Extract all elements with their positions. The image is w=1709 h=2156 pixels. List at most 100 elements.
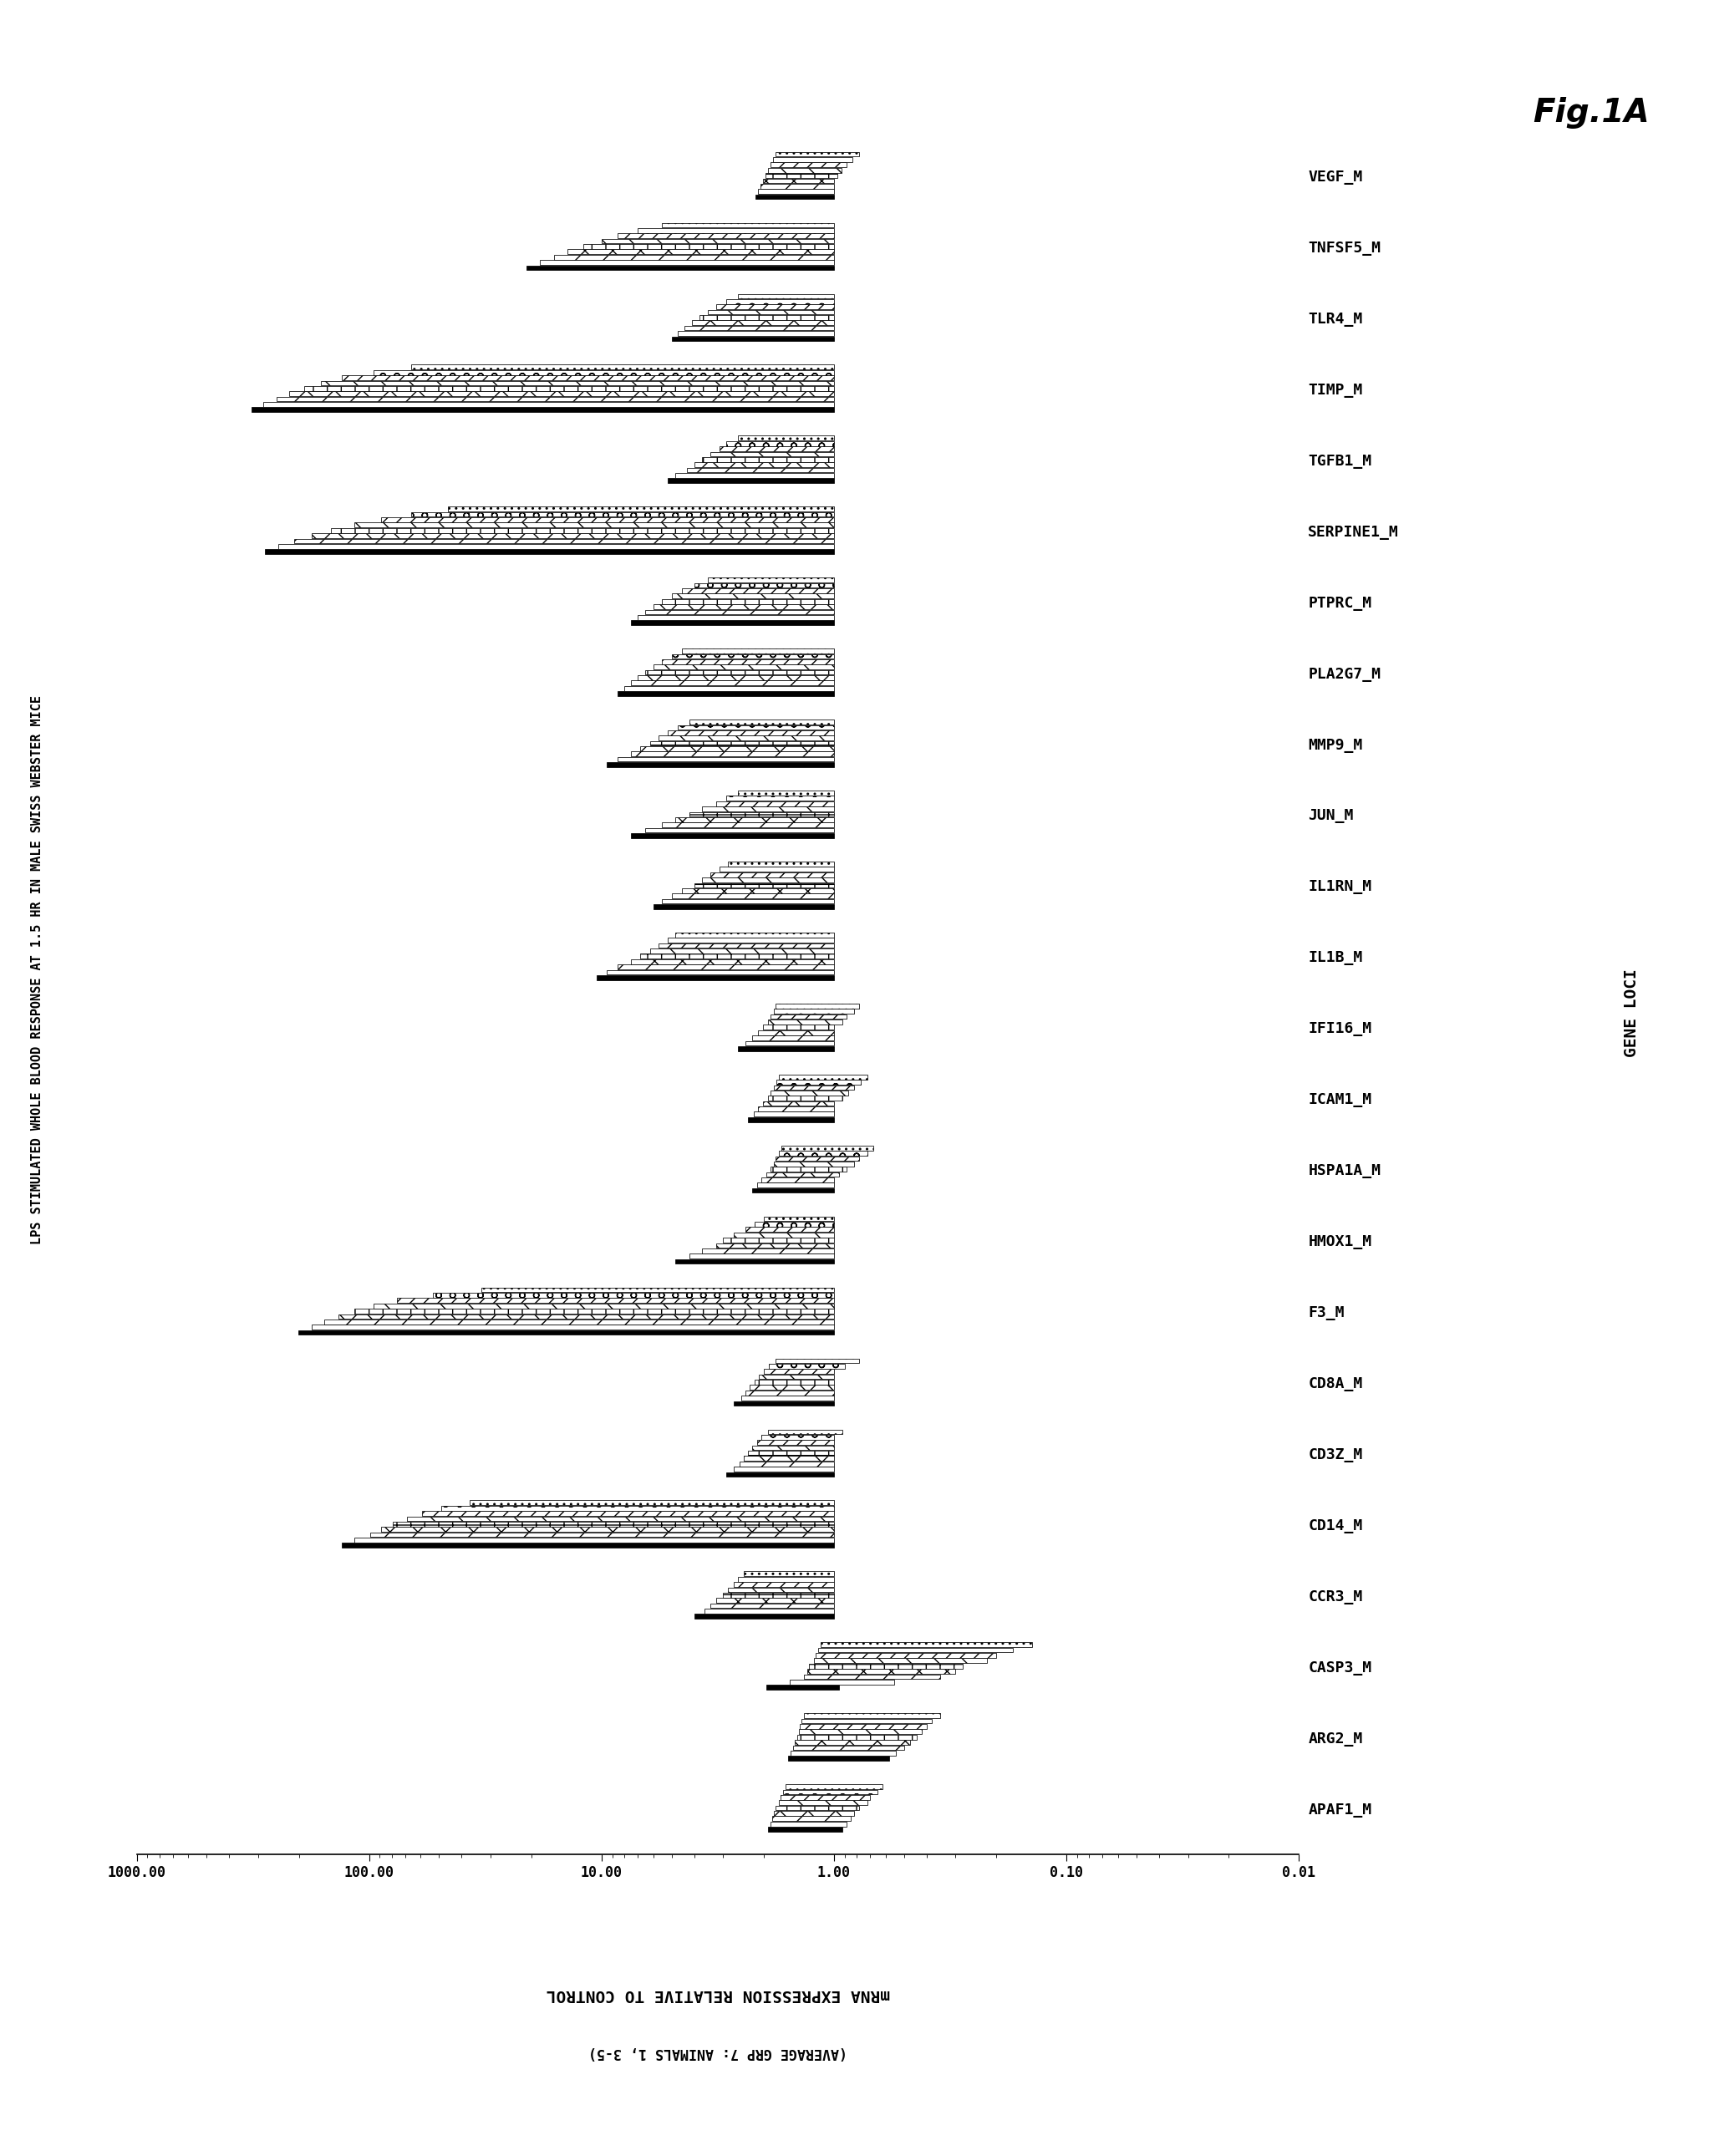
Bar — [702, 806, 834, 811]
Bar — [716, 1598, 834, 1602]
Bar — [738, 791, 834, 796]
Bar — [733, 1466, 834, 1473]
Bar — [726, 442, 834, 446]
Bar — [692, 321, 834, 326]
Bar — [554, 254, 834, 259]
Bar — [749, 1451, 834, 1455]
Bar — [752, 1035, 834, 1041]
Bar — [672, 593, 834, 599]
Bar — [793, 1746, 904, 1751]
Bar — [689, 720, 834, 724]
Bar — [772, 157, 853, 162]
Bar — [711, 873, 834, 877]
Bar — [708, 578, 834, 582]
Bar — [711, 1604, 834, 1608]
Bar — [354, 522, 834, 528]
Bar — [771, 1013, 848, 1020]
Bar — [658, 942, 834, 949]
Bar — [738, 293, 834, 298]
Bar — [767, 1173, 839, 1177]
Bar — [649, 742, 834, 746]
Bar — [762, 1434, 834, 1440]
Bar — [325, 1319, 834, 1324]
Text: Fig.1A: Fig.1A — [1533, 97, 1649, 129]
Bar — [661, 222, 834, 229]
Bar — [631, 959, 834, 964]
Bar — [637, 229, 834, 233]
Bar — [743, 1455, 834, 1462]
Bar — [412, 364, 834, 369]
Bar — [798, 1729, 921, 1733]
Bar — [795, 1740, 911, 1744]
Bar — [779, 1800, 866, 1805]
Bar — [716, 802, 834, 806]
Bar — [699, 315, 834, 319]
Bar — [762, 1024, 834, 1031]
Bar — [702, 457, 834, 461]
Bar — [750, 1384, 834, 1391]
Bar — [803, 1714, 940, 1718]
Bar — [762, 1177, 834, 1181]
Bar — [752, 1445, 834, 1451]
Bar — [733, 1401, 834, 1406]
Bar — [682, 589, 834, 593]
Bar — [304, 386, 834, 390]
Bar — [738, 436, 834, 440]
Bar — [653, 664, 834, 668]
Bar — [354, 1537, 834, 1542]
Bar — [728, 862, 834, 867]
Bar — [759, 1106, 834, 1110]
Bar — [762, 179, 834, 183]
Bar — [796, 1736, 916, 1740]
Bar — [767, 1826, 843, 1833]
Bar — [668, 731, 834, 735]
Bar — [313, 533, 834, 539]
Bar — [716, 1244, 834, 1248]
Bar — [661, 660, 834, 664]
Bar — [338, 1315, 834, 1319]
Bar — [757, 1440, 834, 1445]
Bar — [776, 151, 860, 157]
Bar — [771, 1822, 848, 1826]
Bar — [781, 1145, 873, 1151]
Bar — [526, 265, 834, 270]
Bar — [761, 183, 834, 188]
Bar — [251, 407, 834, 412]
Bar — [448, 507, 834, 511]
Bar — [432, 1294, 834, 1298]
Bar — [790, 1680, 894, 1684]
Bar — [675, 472, 834, 479]
Bar — [808, 1669, 955, 1673]
Bar — [689, 1255, 834, 1259]
Bar — [774, 1084, 854, 1091]
Bar — [771, 1091, 848, 1095]
Bar — [672, 336, 834, 341]
Bar — [754, 1112, 834, 1117]
Bar — [289, 392, 834, 397]
Bar — [263, 401, 834, 407]
Bar — [678, 332, 834, 336]
Bar — [743, 1572, 834, 1576]
Bar — [694, 1615, 834, 1619]
Bar — [641, 953, 834, 959]
Bar — [767, 1429, 843, 1434]
Bar — [771, 1166, 848, 1171]
Bar — [675, 817, 834, 821]
Bar — [772, 1815, 851, 1822]
Bar — [740, 1462, 834, 1466]
Bar — [808, 1664, 962, 1669]
Bar — [631, 681, 834, 686]
Bar — [631, 832, 834, 839]
Bar — [583, 244, 834, 248]
Bar — [757, 1184, 834, 1188]
Bar — [682, 649, 834, 653]
Bar — [675, 934, 834, 938]
Bar — [694, 461, 834, 468]
Bar — [689, 813, 834, 817]
Bar — [607, 763, 834, 768]
Bar — [702, 877, 834, 882]
Bar — [381, 1526, 834, 1531]
Bar — [653, 903, 834, 910]
Text: LPS STIMULATED WHOLE BLOOD RESPONSE AT 1.5 HR IN MALE SWISS WEBSTER MICE: LPS STIMULATED WHOLE BLOOD RESPONSE AT 1… — [31, 696, 44, 1244]
Bar — [381, 517, 834, 522]
